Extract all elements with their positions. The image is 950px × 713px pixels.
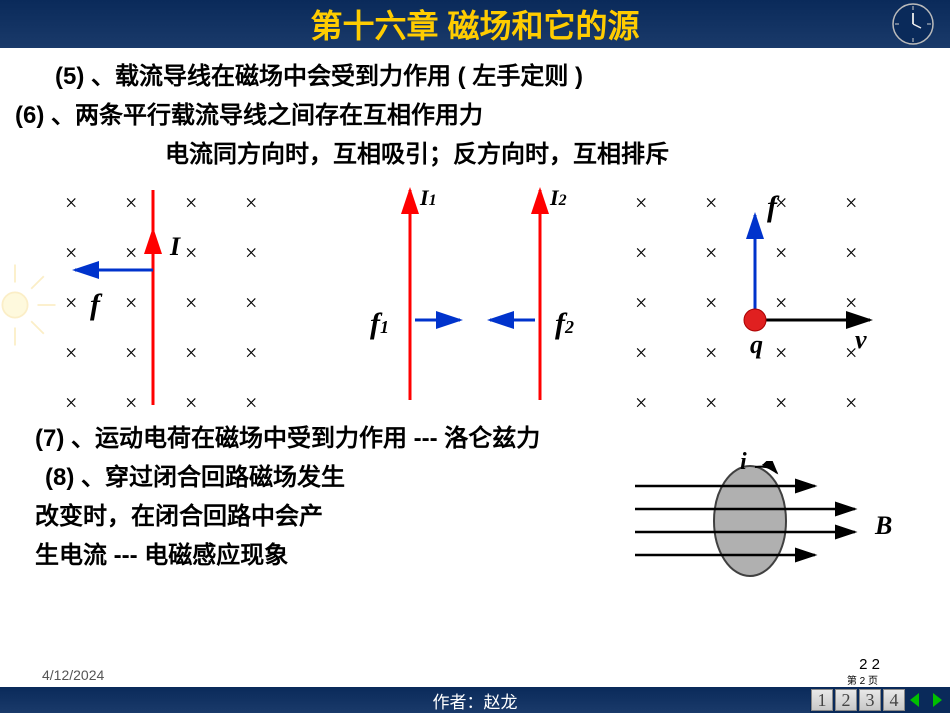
label-v: v (855, 325, 867, 355)
label-I2: I2 (550, 185, 567, 211)
point-6b: 电流同方向时，互相吸引；反方向时，互相排斥 (35, 138, 915, 173)
clock-icon (891, 2, 935, 46)
point-6: (6) 、两条平行载流导线之间存在互相作用力 (15, 99, 915, 134)
nav-page-3[interactable]: 3 (859, 689, 881, 711)
nav-page-2[interactable]: 2 (835, 689, 857, 711)
nav-page-1[interactable]: 1 (811, 689, 833, 711)
label-f: f (90, 288, 100, 322)
diagram3-svg (615, 180, 915, 410)
diagram2-svg (350, 180, 600, 410)
date-text: 4/12/2024 (42, 667, 104, 683)
diagram1-svg (35, 180, 335, 410)
diagram-row: ×××××××××××××××××××× (35, 180, 915, 410)
label-q: q (750, 330, 763, 360)
chapter-title: 第十六章 磁场和它的源 (311, 1, 640, 47)
label-I1: I1 (420, 185, 437, 211)
nav-prev[interactable] (906, 689, 928, 711)
label-B: B (875, 511, 892, 541)
nav-bar: 1234 (810, 687, 950, 713)
label-f1: f1 (370, 307, 389, 341)
nav-next[interactable] (928, 689, 950, 711)
slide-header: 第十六章 磁场和它的源 (0, 0, 950, 48)
label-I: I (170, 232, 180, 262)
point-5: (5) 、载流导线在磁场中会受到力作用 ( 左手定则 ) (35, 60, 915, 95)
page-number: 2 2 (859, 656, 880, 673)
slide-footer: 4/12/2024 2 2 第 2 页 作者：赵龙 1234 (0, 687, 950, 713)
point-8a: (8) 、穿过闭合回路磁场发生 (35, 461, 595, 496)
diagram-lorentz: ×××××××××××××××××××× f q v (615, 180, 915, 410)
label-f2: f2 (555, 307, 574, 341)
author-bar: 作者：赵龙 (0, 687, 950, 713)
point-7: (7) 、运动电荷在磁场中受到力作用 --- 洛仑兹力 (35, 422, 915, 457)
label-f3: f (767, 190, 777, 224)
point-8b: 改变时，在闭合回路中会产 (35, 500, 595, 535)
slide-body: (5) 、载流导线在磁场中会受到力作用 ( 左手定则 ) (6) 、两条平行载流… (0, 48, 950, 581)
induction-svg (595, 461, 915, 581)
label-i: i (740, 449, 747, 476)
page-label: 第 2 页 (847, 672, 878, 687)
point-8c: 生电流 --- 电磁感应现象 (35, 539, 595, 574)
diagram-induction: i B (595, 461, 915, 581)
nav-page-4[interactable]: 4 (883, 689, 905, 711)
diagram-parallel-wires: I1 I2 f1 f2 (350, 180, 600, 410)
diagram-wire-force: ×××××××××××××××××××× (35, 180, 335, 410)
author-text: 作者：赵龙 (433, 688, 518, 713)
